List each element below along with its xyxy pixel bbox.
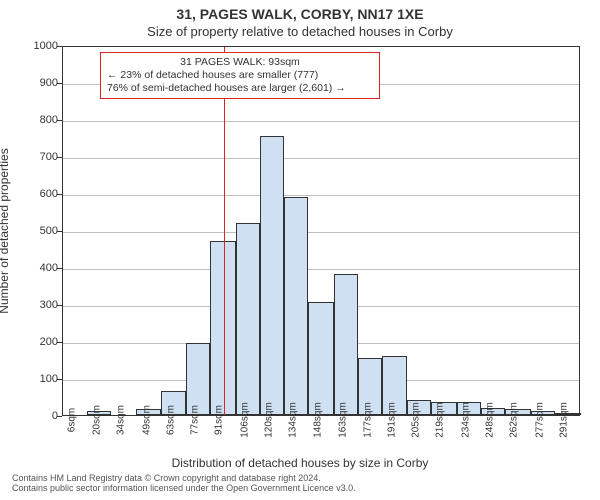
ytick-label: 500: [8, 225, 58, 237]
ytick-label: 600: [8, 188, 58, 200]
title-sub: Size of property relative to detached ho…: [0, 24, 600, 39]
ytick-mark: [57, 268, 62, 269]
histogram-bar: [284, 197, 308, 415]
gridline-h: [63, 269, 579, 270]
xtick-label: 177sqm: [362, 402, 373, 438]
footer-line-2: Contains public sector information licen…: [12, 484, 356, 494]
histogram-bar: [334, 274, 358, 415]
ytick-mark: [57, 379, 62, 380]
ytick-label: 800: [8, 114, 58, 126]
ytick-mark: [57, 83, 62, 84]
footer: Contains HM Land Registry data © Crown c…: [12, 474, 356, 494]
ytick-label: 100: [8, 373, 58, 385]
ytick-mark: [57, 305, 62, 306]
annotation-box: 31 PAGES WALK: 93sqm← 23% of detached ho…: [100, 52, 380, 99]
xtick-label: 134sqm: [288, 402, 299, 438]
gridline-h: [63, 158, 579, 159]
ytick-mark: [57, 416, 62, 417]
ytick-label: 200: [8, 336, 58, 348]
xtick-label: 219sqm: [435, 402, 446, 438]
ytick-mark: [57, 342, 62, 343]
ytick-label: 400: [8, 262, 58, 274]
xtick-label: 148sqm: [312, 402, 323, 438]
xtick-label: 262sqm: [509, 402, 520, 438]
ytick-label: 700: [8, 151, 58, 163]
ytick-label: 900: [8, 77, 58, 89]
ytick-mark: [57, 120, 62, 121]
ytick-label: 0: [8, 410, 58, 422]
ytick-mark: [57, 157, 62, 158]
ytick-mark: [57, 231, 62, 232]
histogram-bar: [260, 136, 284, 415]
gridline-h: [63, 121, 579, 122]
xtick-label: 205sqm: [410, 402, 421, 438]
x-axis-label: Distribution of detached houses by size …: [0, 456, 600, 470]
title-main: 31, PAGES WALK, CORBY, NN17 1XE: [0, 6, 600, 22]
xtick-label: 234sqm: [461, 402, 472, 438]
xtick-label: 91sqm: [214, 405, 225, 435]
xtick-label: 106sqm: [240, 402, 251, 438]
reference-line: [224, 47, 225, 415]
annotation-line-1: 31 PAGES WALK: 93sqm: [107, 56, 373, 69]
xtick-label: 277sqm: [535, 402, 546, 438]
xtick-label: 248sqm: [485, 402, 496, 438]
histogram-bar: [308, 302, 334, 415]
xtick-label: 34sqm: [115, 405, 126, 435]
xtick-label: 63sqm: [165, 405, 176, 435]
xtick-label: 20sqm: [91, 405, 102, 435]
histogram-bar: [236, 223, 260, 415]
gridline-h: [63, 232, 579, 233]
xtick-label: 6sqm: [67, 408, 78, 432]
ytick-label: 300: [8, 299, 58, 311]
ytick-mark: [57, 194, 62, 195]
xtick-label: 163sqm: [338, 402, 349, 438]
annotation-line-2: ← 23% of detached houses are smaller (77…: [107, 69, 373, 82]
chart-root: 31, PAGES WALK, CORBY, NN17 1XE Size of …: [0, 0, 600, 500]
xtick-label: 77sqm: [189, 405, 200, 435]
xtick-label: 49sqm: [141, 405, 152, 435]
gridline-h: [63, 195, 579, 196]
ytick-label: 1000: [8, 40, 58, 52]
plot-area: [62, 46, 580, 416]
xtick-label: 191sqm: [386, 402, 397, 438]
ytick-mark: [57, 46, 62, 47]
xtick-label: 291sqm: [559, 402, 570, 438]
annotation-line-3: 76% of semi-detached houses are larger (…: [107, 82, 373, 95]
xtick-label: 120sqm: [264, 402, 275, 438]
